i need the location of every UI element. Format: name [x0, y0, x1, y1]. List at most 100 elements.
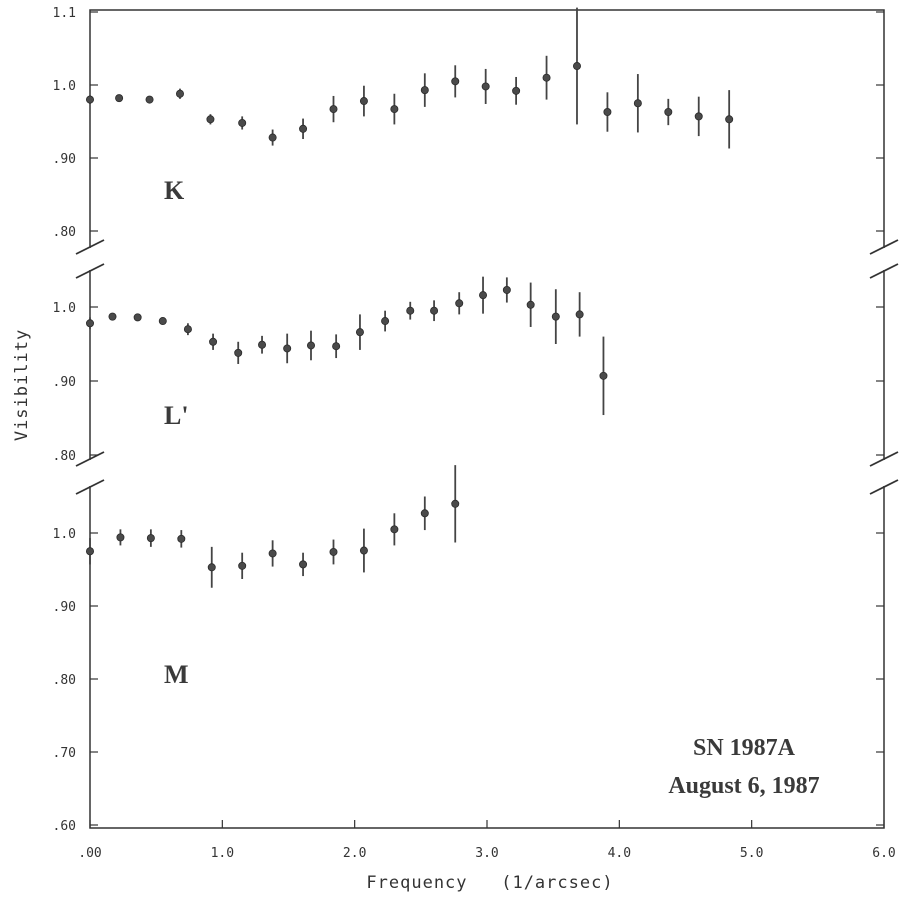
data-point [329, 547, 338, 556]
data-point [299, 124, 308, 133]
data-point [268, 133, 277, 142]
data-point [359, 97, 368, 106]
data-point [526, 300, 535, 309]
data-point [258, 340, 267, 349]
data-point [359, 546, 368, 555]
x-axis-title: Frequency (1/arcsec) [366, 873, 613, 893]
data-point [512, 86, 521, 95]
axis-break-slash [869, 451, 899, 467]
y-tick-label: 1.1 [53, 6, 76, 21]
axis-break-gap [881, 248, 887, 270]
data-point [390, 105, 399, 114]
y-tick-label: .90 [53, 375, 76, 390]
panel-label-k: K [164, 176, 185, 205]
axis-break-slash [869, 479, 899, 495]
data-point [381, 317, 390, 326]
y-tick-label: .60 [53, 819, 76, 834]
data-point [209, 337, 218, 346]
data-point [86, 547, 95, 556]
data-point [551, 312, 560, 321]
data-point [238, 118, 247, 127]
data-point [329, 105, 338, 114]
y-tick-label: 1.0 [53, 79, 76, 94]
data-point [158, 317, 167, 326]
data-point [451, 499, 460, 508]
y-tick-label: .80 [53, 673, 76, 688]
y-tick-label: 1.0 [53, 301, 76, 316]
panel-label-lprime: L' [164, 401, 189, 430]
data-point [86, 95, 95, 104]
data-point [299, 560, 308, 569]
data-point [664, 108, 673, 117]
data-point [238, 561, 247, 570]
data-point [116, 533, 125, 542]
data-point [355, 328, 364, 337]
data-point [283, 344, 292, 353]
data-point [725, 115, 734, 124]
y-tick-label: .70 [53, 746, 76, 761]
annotation-line-2: August 6, 1987 [668, 773, 819, 799]
data-point [207, 563, 216, 572]
x-tick-label: .00 [78, 846, 101, 861]
data-point [115, 94, 124, 103]
data-point [406, 306, 415, 315]
axis-break-slash [75, 479, 105, 495]
ticks-layer: .00 1.0 2.0 3.0 4.0 5.0 6.0 1.1 1.0 .90 .80 1.0 .90.… [53, 6, 896, 861]
data-point [133, 313, 142, 322]
data-point [479, 291, 488, 300]
y-axis-title: Visibility [12, 329, 32, 441]
data-point [633, 99, 642, 108]
data-point [206, 115, 215, 124]
y-tick-label: .80 [53, 449, 76, 464]
axis-break-slash [869, 239, 899, 255]
y-tick-label: .90 [53, 600, 76, 615]
data-point [268, 549, 277, 558]
data-point [86, 319, 95, 328]
x-tick-label: 1.0 [211, 846, 234, 861]
data-point [542, 73, 551, 82]
data-point [175, 89, 184, 98]
data-point [481, 82, 490, 91]
data-point [146, 534, 155, 543]
axis-break-slash [75, 239, 105, 255]
plot-frame [89, 9, 885, 829]
x-tick-label: 2.0 [343, 846, 366, 861]
panel-label-m: M [164, 660, 189, 689]
data-point [430, 306, 439, 315]
axis-break-slash [75, 451, 105, 467]
data-point [145, 95, 154, 104]
data-point [390, 525, 399, 534]
data-points-layer [86, 7, 734, 588]
data-point [108, 312, 117, 321]
axis-breaks [75, 239, 899, 495]
x-tick-label: 6.0 [872, 846, 895, 861]
annotation-line-1: SN 1987A [693, 735, 796, 761]
data-point [177, 534, 186, 543]
x-tick-label: 4.0 [608, 846, 631, 861]
axis-break-gap [881, 460, 887, 486]
data-point [502, 285, 511, 294]
data-point [599, 371, 608, 380]
data-point [575, 310, 584, 319]
data-point [420, 509, 429, 518]
y-tick-label: .80 [53, 225, 76, 240]
data-point [234, 348, 243, 357]
axis-break-slash [75, 263, 105, 279]
x-tick-label: 5.0 [740, 846, 763, 861]
data-point [572, 62, 581, 71]
y-tick-label: .90 [53, 152, 76, 167]
y-tick-label: 1.0 [53, 527, 76, 542]
data-point [306, 341, 315, 350]
x-tick-label: 3.0 [475, 846, 498, 861]
data-point [420, 86, 429, 95]
data-point [455, 299, 464, 308]
data-point [183, 325, 192, 334]
data-point [332, 342, 341, 351]
axis-break-gap [87, 460, 93, 486]
axis-break-slash [869, 263, 899, 279]
data-point [603, 108, 612, 117]
data-point [451, 77, 460, 86]
data-point [694, 112, 703, 121]
